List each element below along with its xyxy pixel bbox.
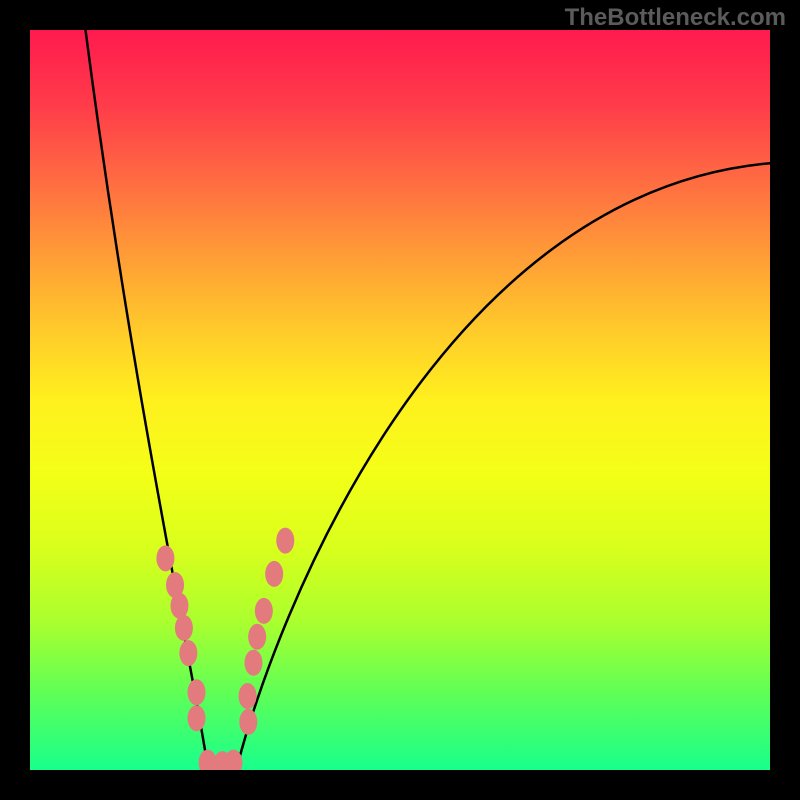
curve-marker — [265, 561, 283, 587]
watermark-text: TheBottleneck.com — [565, 4, 786, 32]
bottleneck-chart — [30, 30, 770, 770]
curve-marker — [248, 624, 266, 650]
curve-marker — [170, 593, 188, 619]
curve-marker — [175, 615, 193, 641]
curve-marker — [276, 528, 294, 554]
curve-marker — [239, 709, 257, 735]
curve-marker — [239, 683, 257, 709]
curve-marker — [244, 650, 262, 676]
curve-marker — [156, 545, 174, 571]
curve-marker — [188, 679, 206, 705]
curve-marker — [179, 640, 197, 666]
curve-marker — [188, 705, 206, 731]
frame: TheBottleneck.com — [0, 0, 800, 800]
curve-marker — [255, 598, 273, 624]
